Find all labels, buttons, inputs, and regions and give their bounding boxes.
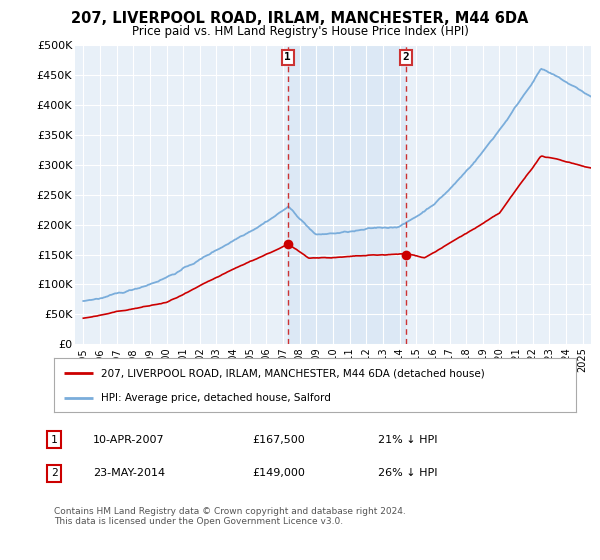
Text: 26% ↓ HPI: 26% ↓ HPI: [378, 468, 437, 478]
Text: 1: 1: [284, 52, 291, 62]
Text: Price paid vs. HM Land Registry's House Price Index (HPI): Price paid vs. HM Land Registry's House …: [131, 25, 469, 38]
Text: HPI: Average price, detached house, Salford: HPI: Average price, detached house, Salf…: [101, 393, 331, 403]
Text: 1: 1: [50, 435, 58, 445]
Text: 23-MAY-2014: 23-MAY-2014: [93, 468, 165, 478]
Text: 2: 2: [50, 468, 58, 478]
Text: 10-APR-2007: 10-APR-2007: [93, 435, 164, 445]
Text: £167,500: £167,500: [252, 435, 305, 445]
Bar: [288, 45, 406, 344]
Text: 21% ↓ HPI: 21% ↓ HPI: [378, 435, 437, 445]
Text: £149,000: £149,000: [252, 468, 305, 478]
Text: 207, LIVERPOOL ROAD, IRLAM, MANCHESTER, M44 6DA: 207, LIVERPOOL ROAD, IRLAM, MANCHESTER, …: [71, 11, 529, 26]
Text: 2: 2: [403, 52, 409, 62]
Text: Contains HM Land Registry data © Crown copyright and database right 2024.
This d: Contains HM Land Registry data © Crown c…: [54, 507, 406, 526]
Text: 207, LIVERPOOL ROAD, IRLAM, MANCHESTER, M44 6DA (detached house): 207, LIVERPOOL ROAD, IRLAM, MANCHESTER, …: [101, 368, 485, 379]
